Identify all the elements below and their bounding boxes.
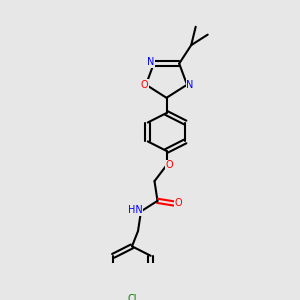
Text: N: N bbox=[186, 80, 194, 90]
Text: N: N bbox=[147, 57, 154, 67]
Text: O: O bbox=[141, 80, 148, 90]
Text: HN: HN bbox=[128, 205, 143, 215]
Text: O: O bbox=[175, 199, 182, 208]
Text: O: O bbox=[166, 160, 173, 170]
Text: Cl: Cl bbox=[127, 294, 137, 300]
